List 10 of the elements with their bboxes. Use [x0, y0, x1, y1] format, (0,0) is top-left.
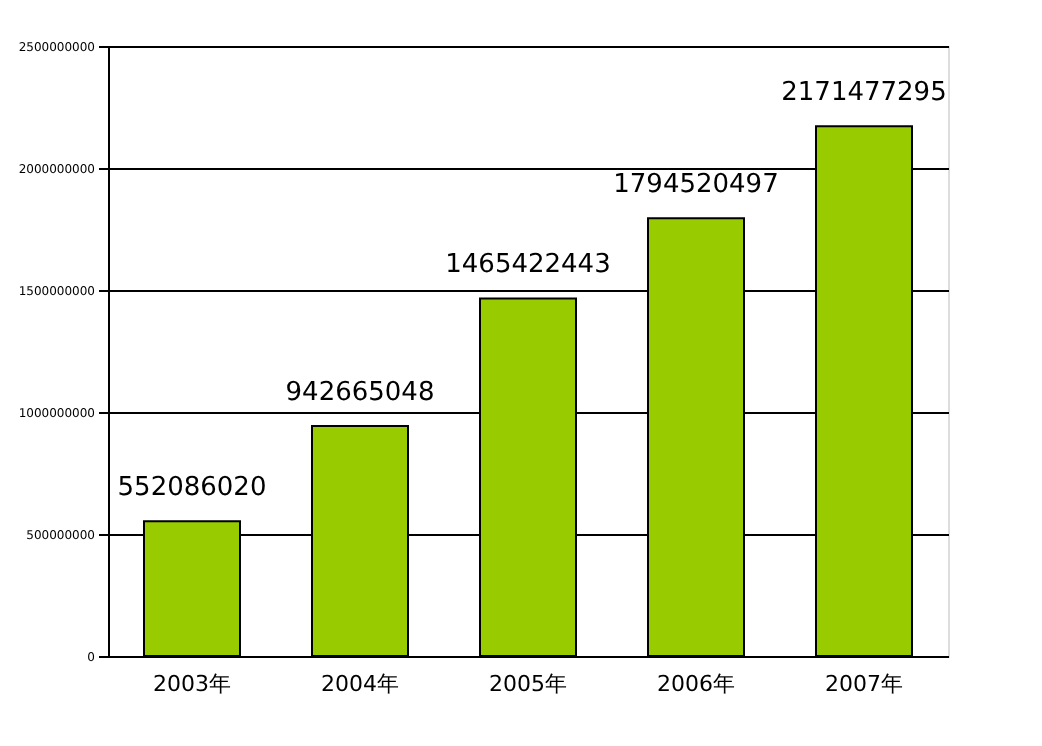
x-tick-label: 2003年 — [153, 671, 231, 697]
x-tick-label: 2006年 — [657, 671, 735, 697]
data-label: 1794520497 — [613, 170, 779, 201]
x-tick-label: 2004年 — [321, 671, 399, 697]
data-label: 2171477295 — [781, 78, 947, 109]
x-tick-label: 2007年 — [825, 671, 903, 697]
data-label: 552086020 — [117, 473, 267, 504]
data-label: 942665048 — [285, 377, 435, 408]
data-label: 1465422443 — [445, 250, 611, 281]
x-tick-label: 2005年 — [489, 671, 567, 697]
